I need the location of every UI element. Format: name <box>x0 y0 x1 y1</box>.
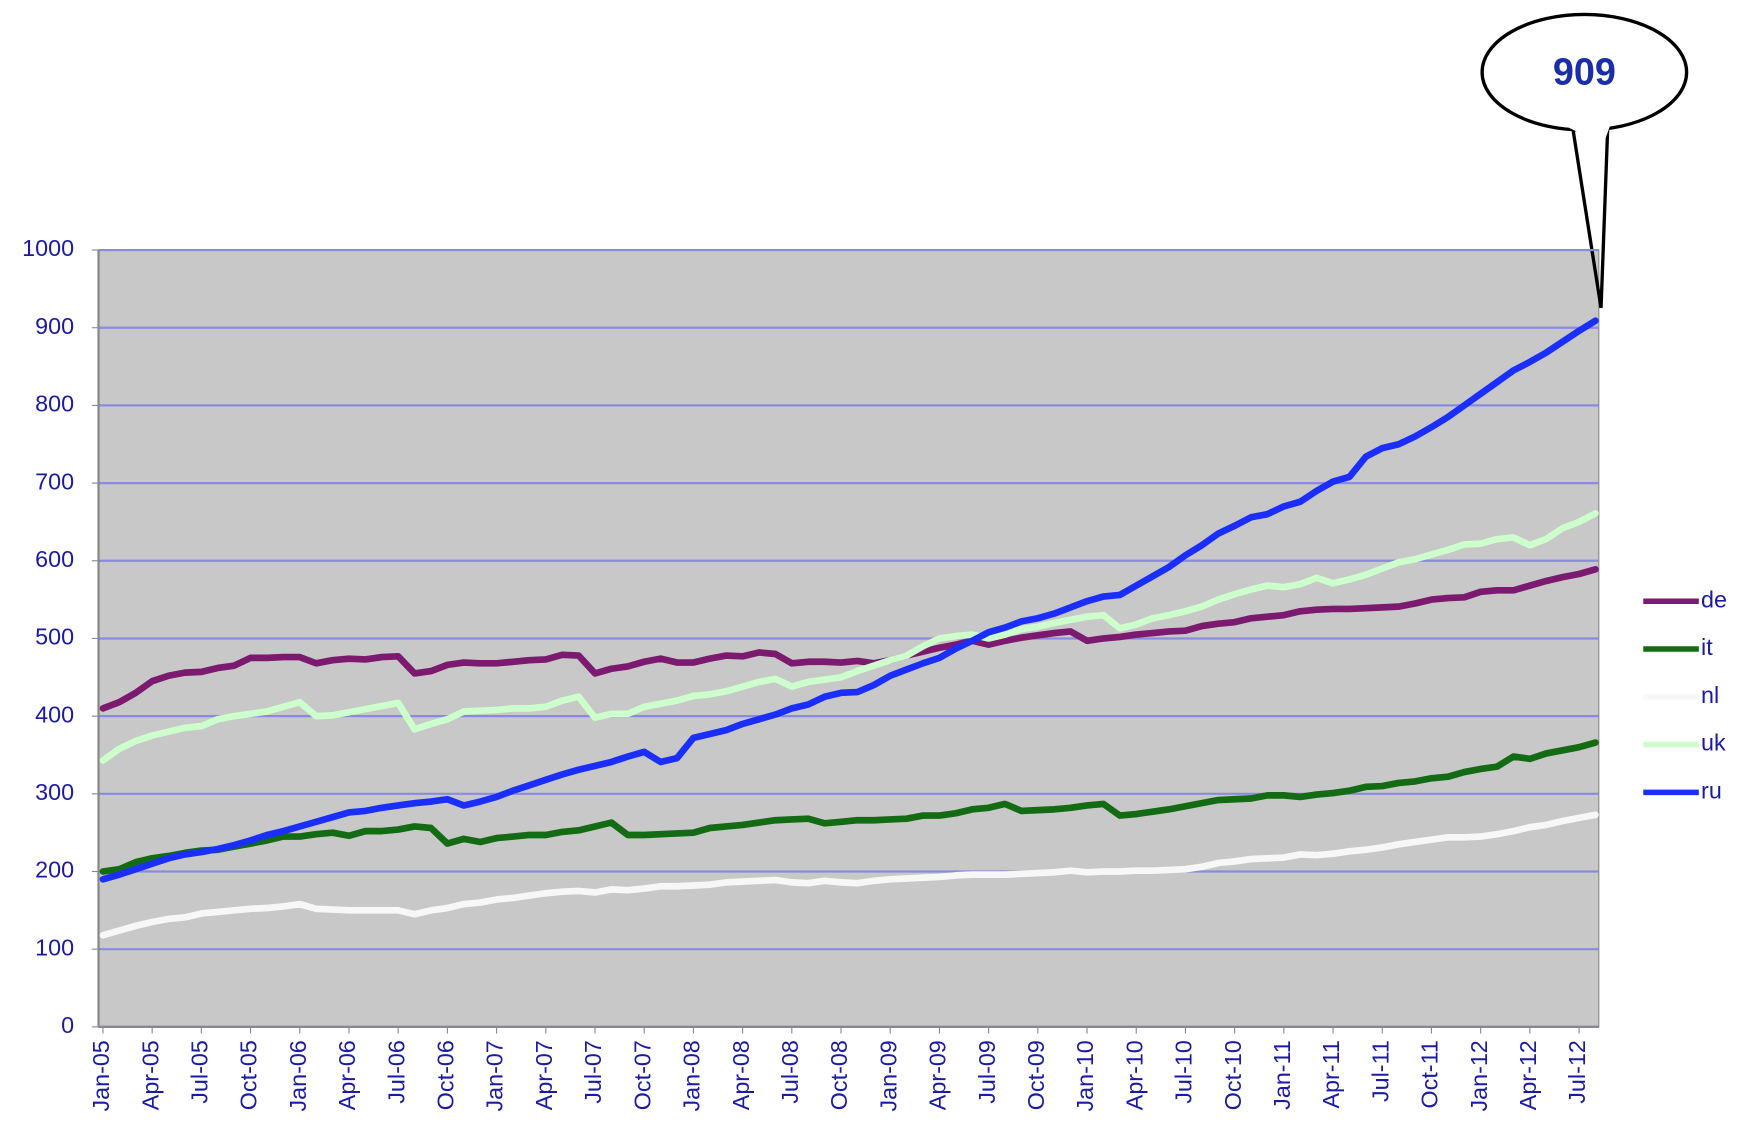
x-tick-label: Apr-05 <box>137 1040 163 1110</box>
y-tick-label: 1000 <box>22 235 74 261</box>
legend-label: uk <box>1701 730 1726 756</box>
x-tick-label: Apr-11 <box>1318 1040 1344 1108</box>
x-tick-label: Jul-05 <box>187 1040 213 1104</box>
x-tick-label: Jul-11 <box>1367 1040 1393 1102</box>
x-tick-label: Jan-09 <box>875 1040 901 1111</box>
y-tick-label: 0 <box>61 1012 74 1038</box>
legend-label: de <box>1701 586 1727 612</box>
x-tick-label: Oct-08 <box>826 1040 852 1110</box>
y-tick-label: 200 <box>35 857 74 883</box>
x-tick-label: Apr-10 <box>1121 1040 1147 1110</box>
y-tick-label: 600 <box>35 546 74 572</box>
legend-label: it <box>1701 634 1713 660</box>
legend-label: nl <box>1701 682 1719 708</box>
x-tick-label: Jul-10 <box>1171 1040 1197 1104</box>
y-tick-label: 900 <box>35 313 74 339</box>
line-series <box>99 510 1599 764</box>
y-tick-label: 800 <box>35 391 74 417</box>
x-tick-label: Jan-11 <box>1269 1040 1295 1110</box>
y-tick-label: 400 <box>35 701 74 727</box>
line-series <box>99 565 1599 712</box>
x-tick-label: Jul-09 <box>974 1040 1000 1104</box>
x-tick-label: Jul-07 <box>580 1040 606 1104</box>
line-series <box>99 317 1599 883</box>
x-tick-label: Apr-06 <box>334 1040 360 1110</box>
callout-join <box>1562 120 1613 145</box>
x-tick-label: Oct-05 <box>236 1040 262 1110</box>
y-tick-label: 700 <box>35 468 74 494</box>
callout-tail <box>1599 127 1610 308</box>
line-series <box>99 811 1599 939</box>
x-tick-label: Jan-07 <box>482 1040 508 1111</box>
x-tick-label: Jan-05 <box>88 1040 114 1111</box>
y-tick-label: 300 <box>35 779 74 805</box>
x-tick-label: Oct-07 <box>629 1040 655 1110</box>
x-tick-label: Jul-08 <box>777 1040 803 1104</box>
line-series <box>99 739 1599 875</box>
callout-tail <box>1571 130 1603 309</box>
x-tick-label: Apr-08 <box>728 1040 754 1110</box>
x-tick-label: Oct-06 <box>433 1040 459 1110</box>
x-tick-label: Jul-12 <box>1564 1040 1590 1104</box>
annotation: 909 <box>1553 51 1616 93</box>
x-tick-label: Apr-12 <box>1515 1040 1541 1110</box>
x-tick-label: Jan-12 <box>1466 1040 1492 1111</box>
x-tick-label: Jul-06 <box>383 1040 409 1104</box>
x-tick-label: Oct-09 <box>1023 1040 1049 1110</box>
x-tick-label: Apr-07 <box>531 1040 557 1110</box>
y-tick-label: 500 <box>35 624 74 650</box>
x-tick-label: Jan-10 <box>1072 1040 1098 1111</box>
legend-label: ru <box>1701 778 1722 804</box>
x-tick-label: Jan-08 <box>679 1040 705 1111</box>
x-tick-label: Apr-09 <box>925 1040 951 1110</box>
x-tick-label: Jan-06 <box>285 1040 311 1111</box>
x-tick-label: Oct-10 <box>1220 1040 1246 1110</box>
y-tick-label: 100 <box>35 934 74 960</box>
x-tick-label: Oct-11 <box>1417 1040 1443 1108</box>
